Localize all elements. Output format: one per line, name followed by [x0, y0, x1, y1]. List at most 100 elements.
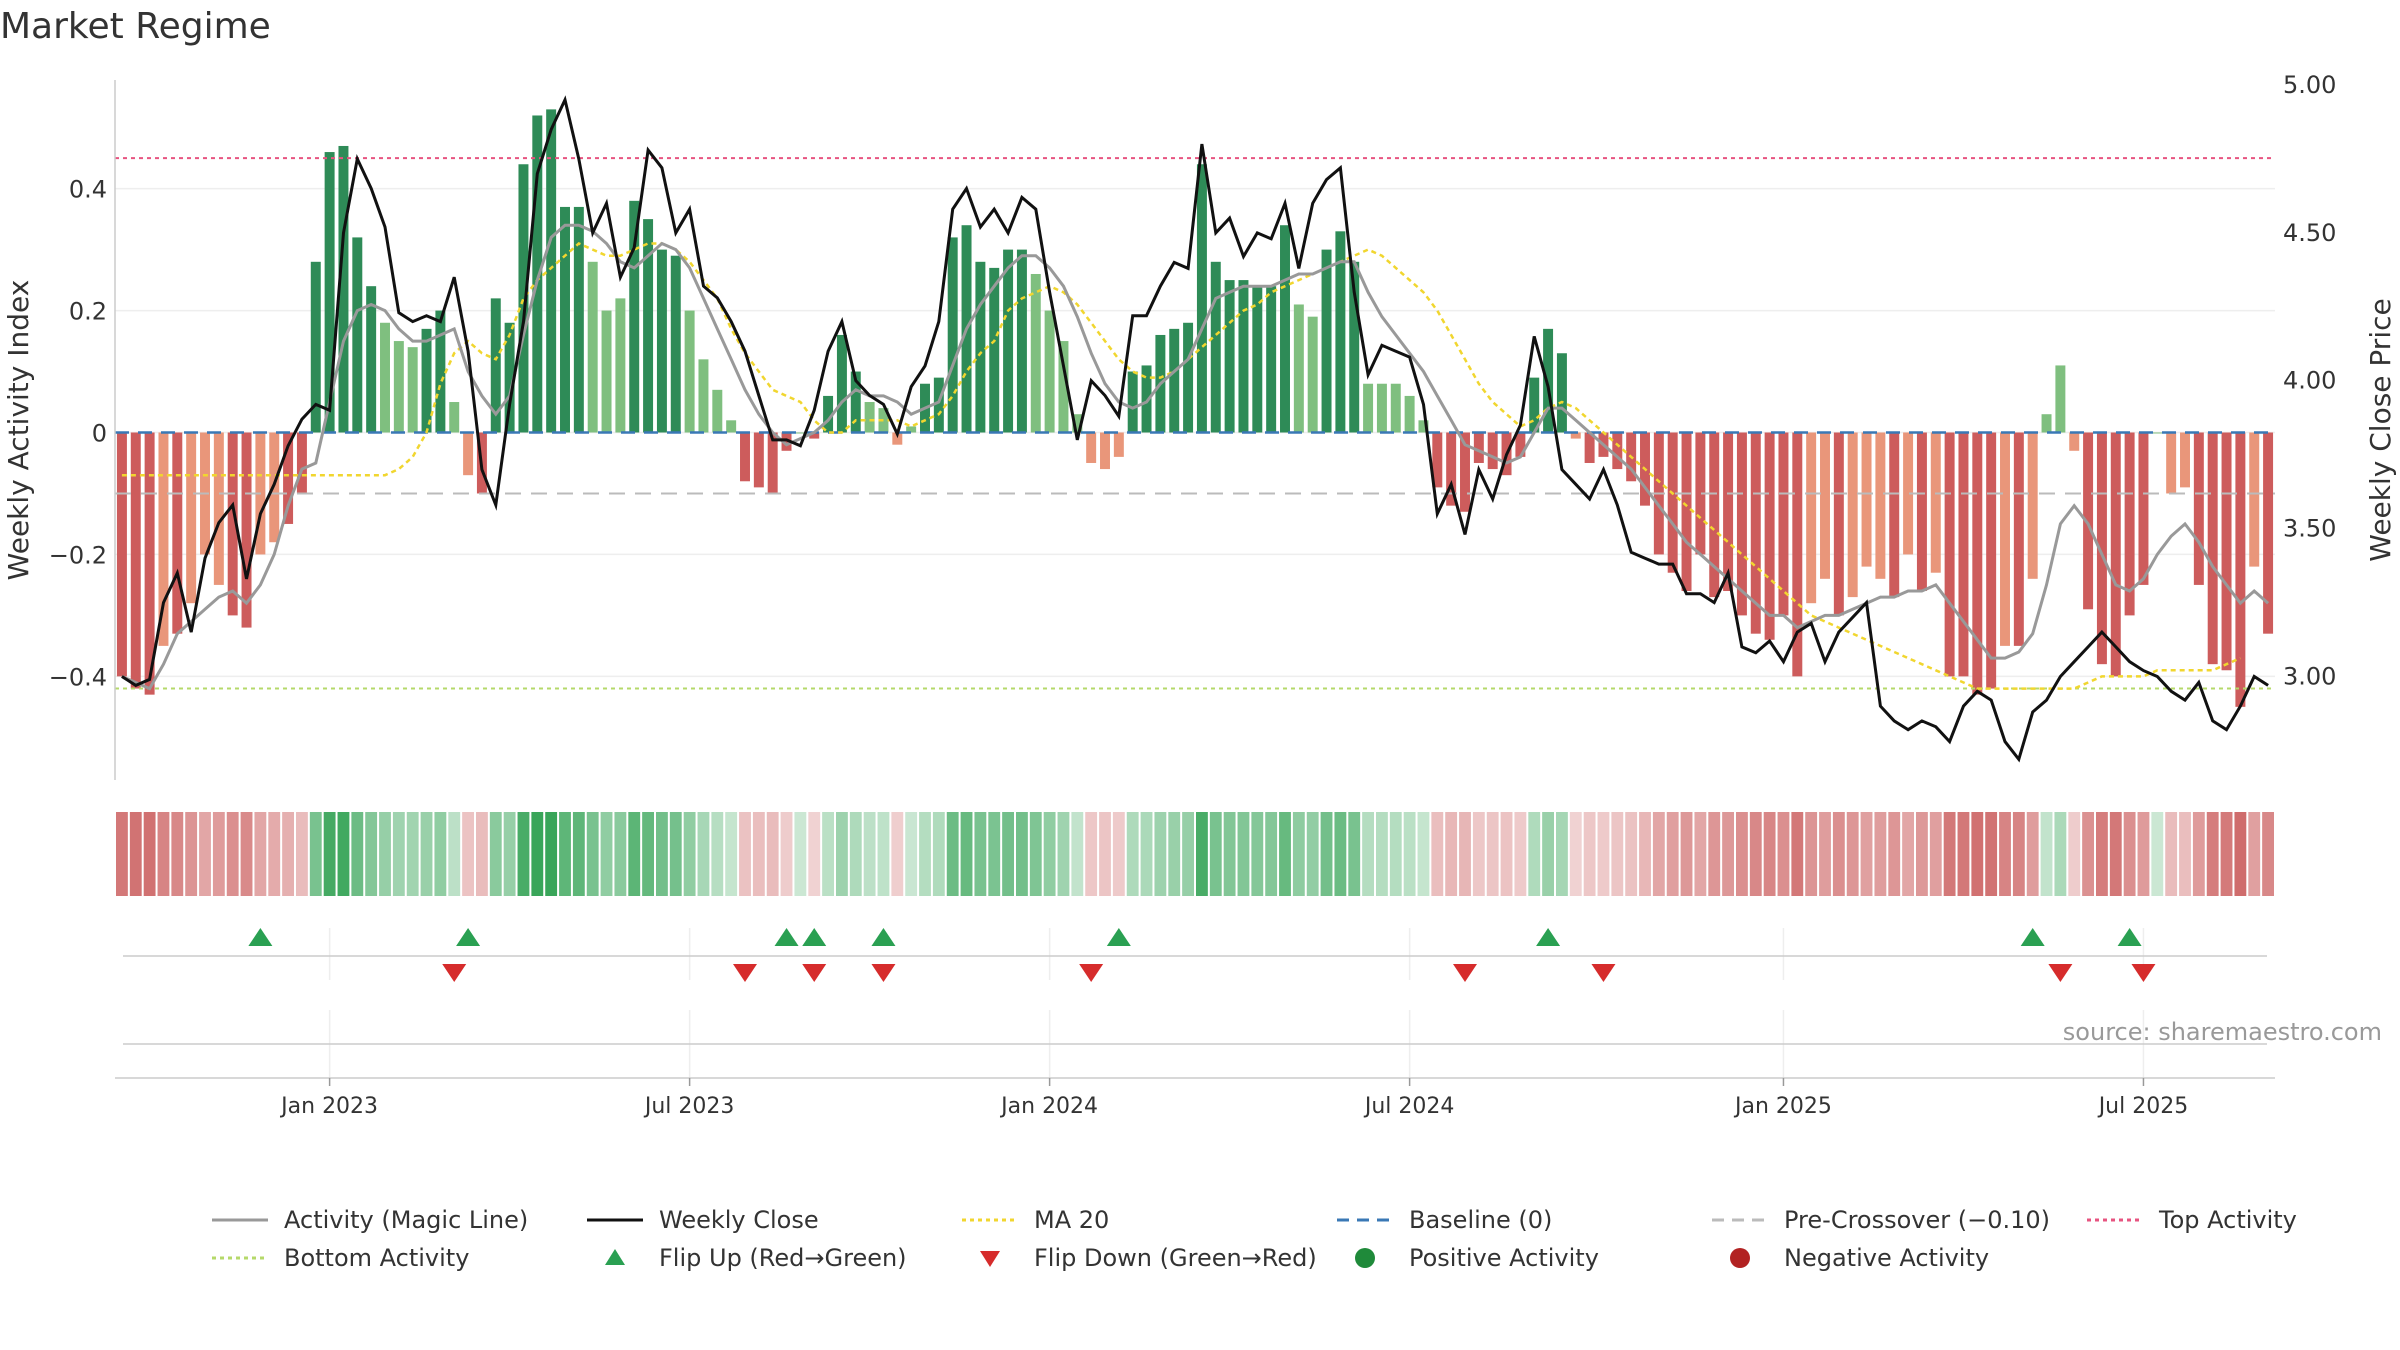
- regime-band-cell: [863, 812, 876, 896]
- legend-item-precross: Pre-Crossover (−0.10): [1710, 1205, 2085, 1235]
- regime-band-cell: [1597, 812, 1610, 896]
- regime-band-cell: [129, 812, 142, 896]
- activity-bar: [1750, 432, 1761, 634]
- activity-bar: [1363, 383, 1374, 433]
- activity-bar: [1030, 273, 1041, 433]
- flip-down-marker: [733, 964, 757, 982]
- flip-down-marker: [802, 964, 827, 982]
- regime-band-cell: [489, 812, 502, 896]
- activity-bar: [1404, 395, 1415, 433]
- legend-marker-icon: [605, 1249, 625, 1265]
- regime-band-cell: [1292, 812, 1305, 896]
- activity-bar: [1127, 371, 1138, 433]
- regime-band-strip: [116, 812, 2274, 896]
- activity-bar: [116, 432, 127, 677]
- legend-item-bottom: Bottom Activity: [210, 1243, 585, 1273]
- regime-band-cell: [1569, 812, 1582, 896]
- regime-band-cell: [1099, 812, 1111, 896]
- activity-bar: [906, 426, 917, 433]
- regime-band-cell: [1403, 812, 1416, 896]
- regime-band-cell: [365, 812, 378, 896]
- regime-band-cell: [1500, 812, 1513, 896]
- activity-bar: [587, 261, 598, 433]
- regime-band-cell: [531, 812, 544, 896]
- regime-band-cell: [1999, 812, 2011, 896]
- activity-bar: [380, 322, 390, 433]
- regime-band-cell: [794, 812, 807, 896]
- activity-bar: [601, 310, 612, 433]
- regime-band-cell: [406, 812, 419, 896]
- legend-label: Top Activity: [2159, 1206, 2297, 1234]
- activity-bar: [933, 377, 944, 433]
- activity-bar: [2041, 414, 2052, 433]
- y-right-tick-label: 3.50: [2283, 515, 2336, 543]
- grid-layer: [115, 187, 2275, 1080]
- activity-bar: [421, 328, 432, 433]
- regime-band-cell: [1749, 812, 1762, 896]
- y-left-tick-label: 0.2: [69, 298, 107, 326]
- regime-band-cell: [725, 812, 738, 896]
- activity-bar: [836, 334, 847, 433]
- activity-bar: [1612, 432, 1623, 470]
- regime-band-cell: [1542, 812, 1554, 896]
- activity-bar: [1570, 432, 1581, 439]
- regime-band-cell: [808, 812, 821, 896]
- regime-band-cell: [1860, 812, 1873, 896]
- activity-bar: [490, 298, 501, 433]
- activity-bar: [1446, 432, 1457, 506]
- activity-bar: [1584, 432, 1595, 463]
- activity-bar: [975, 261, 986, 433]
- activity-bar: [2235, 432, 2246, 707]
- activity-bar: [144, 432, 155, 695]
- flip-down-marker: [2048, 964, 2073, 982]
- activity-bar: [1473, 432, 1484, 463]
- legend-item-flipup: Flip Up (Red→Green): [585, 1243, 960, 1273]
- activity-bar: [684, 310, 695, 433]
- regime-band-cell: [1625, 812, 1638, 896]
- regime-band-cell: [503, 812, 516, 896]
- x-tick-label: Jul 2024: [1363, 1094, 1455, 1119]
- regime-band-cell: [1528, 812, 1541, 896]
- source-text: source: sharemaestro.com: [2063, 1018, 2382, 1046]
- activity-bar: [726, 420, 737, 433]
- flip-up-marker: [802, 928, 827, 946]
- regime-band-cell: [1085, 812, 1098, 896]
- activity-bar: [850, 371, 861, 433]
- regime-band-cell: [2234, 812, 2247, 896]
- flip-down-marker: [1453, 964, 1477, 982]
- regime-band-cell: [1777, 812, 1790, 896]
- flip-down-marker: [871, 964, 896, 982]
- regime-band-cell: [2123, 812, 2136, 896]
- y-right-tick-label: 3.00: [2283, 662, 2336, 690]
- regime-band-cell: [1071, 812, 1084, 896]
- regime-band-cell: [2068, 812, 2081, 896]
- regime-band-cell: [185, 812, 198, 896]
- x-tick-label: Jan 2023: [279, 1094, 378, 1119]
- legend-label: Baseline (0): [1409, 1206, 1553, 1234]
- regime-band-cell: [1251, 812, 1264, 896]
- regime-band-cell: [448, 812, 461, 896]
- activity-bar: [1723, 432, 1734, 592]
- regime-band-cell: [1237, 812, 1250, 896]
- activity-bar: [643, 219, 654, 433]
- activity-bar: [463, 432, 474, 476]
- legend-item-magic: Activity (Magic Line): [210, 1205, 585, 1235]
- regime-band-cell: [1459, 812, 1471, 896]
- x-tick-label: Jul 2025: [2097, 1094, 2189, 1119]
- activity-bar: [2083, 432, 2094, 610]
- regime-band-cell: [476, 812, 488, 896]
- regime-band-cell: [379, 812, 391, 896]
- flip-up-marker: [1106, 928, 1131, 946]
- flip-up-marker: [871, 928, 896, 946]
- regime-band-cell: [891, 812, 904, 896]
- regime-band-cell: [711, 812, 724, 896]
- regime-band-cell: [1182, 812, 1194, 896]
- regime-band-cell: [1320, 812, 1333, 896]
- x-tick-label: Jul 2023: [643, 1094, 735, 1119]
- regime-band-cell: [752, 812, 765, 896]
- legend-line-swatch: [962, 1218, 1018, 1222]
- activity-bar: [629, 200, 640, 433]
- activity-bar: [2180, 432, 2190, 488]
- legend-line-swatch: [212, 1256, 268, 1260]
- activity-bar: [1252, 286, 1263, 433]
